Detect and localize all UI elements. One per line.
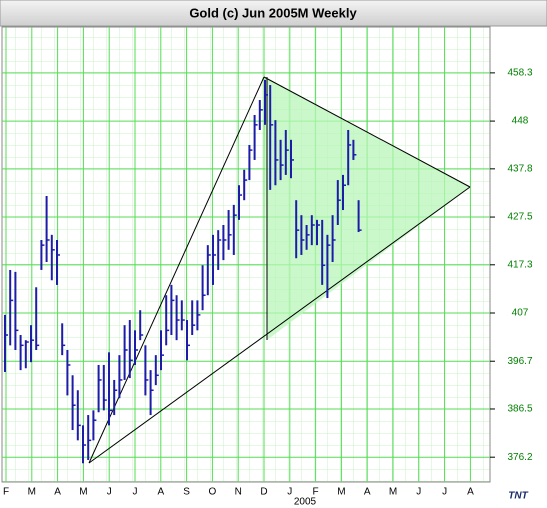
logo: TNT [508,491,528,502]
x-tick-label: M [28,487,36,498]
plot-area [1,26,491,483]
x-tick-label: J [133,487,138,498]
x-tick-label: J [416,487,421,498]
x-tick-label: J [287,487,292,498]
x-tick-label: D [260,487,267,498]
trendline [263,76,471,188]
x-tick-label: M [337,487,345,498]
x-tick-label: A [364,487,371,498]
x-tick-label: N [235,487,242,498]
x-tick-label: A [157,487,164,498]
x-tick-label: J [107,487,112,498]
triangle-fill [264,77,470,340]
x-tick-label: M [389,487,397,498]
x-tick-label: A [54,487,61,498]
y-tick-label: 396.7 [507,356,532,367]
x-tick-label: S [183,487,190,498]
trendlines [88,76,471,464]
year-label: 2005 [294,497,317,508]
trendline [88,76,265,464]
x-tick-label: A [467,487,474,498]
logo-box [490,484,547,508]
y-tick-label: 458.3 [507,68,532,79]
title-bar [0,0,547,27]
axes: 458.3 448 437.8 427.5 417.3 407 396.7 386.5 376.… [3,68,533,508]
y-tick-label: 407 [512,308,529,319]
y-tick-label: 448 [512,116,529,127]
grid [2,27,490,482]
y-tick-label: 427.5 [507,212,532,223]
x-tick-label: J [442,487,447,498]
y-tick-label: 417.3 [507,259,532,270]
x-tick-label: F [313,487,319,498]
y-tick-label: 386.5 [507,404,532,415]
chart-title: Gold (c) Jun 2005M Weekly [189,5,357,20]
x-tick-label: O [209,487,217,498]
bars [4,79,362,464]
y-tick-label: 437.8 [507,163,532,174]
x-tick-label: F [3,487,9,498]
x-tick-label: M [79,487,87,498]
trendline [88,186,471,464]
y-tick-label: 376.2 [507,452,532,463]
